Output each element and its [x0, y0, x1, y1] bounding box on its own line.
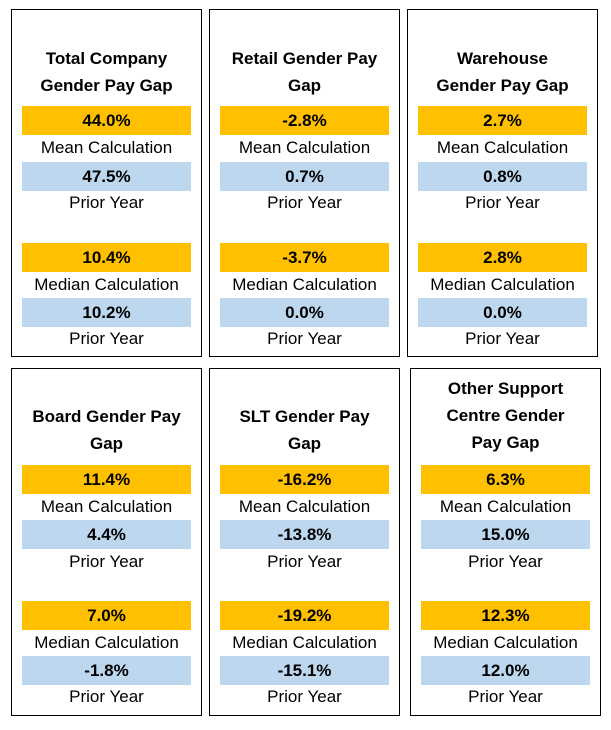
mean-prior-value: 4.4%	[22, 520, 191, 549]
card-retail: Retail Gender Pay Gap -2.8% Mean Calcula…	[209, 9, 400, 357]
mean-label: Mean Calculation	[40, 497, 173, 516]
median-label: Median Calculation	[232, 633, 377, 652]
mean-prior-label: Prior Year	[69, 193, 144, 212]
mean-prior-value: -13.8%	[220, 520, 389, 549]
card-total-company: Total Company Gender Pay Gap 44.0% Mean …	[11, 9, 202, 357]
mean-prior-label: Prior Year	[267, 193, 342, 212]
median-prior-value: 0.0%	[220, 298, 389, 327]
title-line: Gap	[89, 434, 124, 453]
mean-prior-label: Prior Year	[468, 552, 543, 571]
median-label: Median Calculation	[232, 275, 377, 294]
card-title: Retail Gender Pay Gap	[216, 45, 393, 99]
title-line: Gap	[287, 434, 322, 453]
mean-label: Mean Calculation	[439, 497, 572, 516]
card-title: SLT Gender Pay Gap	[216, 403, 393, 457]
median-label: Median Calculation	[430, 275, 575, 294]
median-prior-label: Prior Year	[267, 329, 342, 348]
title-line: Gender Pay Gap	[40, 76, 173, 95]
mean-prior-label: Prior Year	[69, 552, 144, 571]
mean-prior-value: 47.5%	[22, 162, 191, 191]
mean-prior-value: 0.8%	[418, 162, 587, 191]
mean-prior-label: Prior Year	[465, 193, 540, 212]
mean-value: 44.0%	[22, 106, 191, 135]
card-other-support-centre: Other Support Centre Gender Pay Gap 6.3%…	[410, 368, 601, 716]
title-line: Board Gender Pay	[32, 407, 181, 426]
median-value: 10.4%	[22, 243, 191, 272]
median-prior-label: Prior Year	[69, 687, 144, 706]
card-warehouse: Warehouse Gender Pay Gap 2.7% Mean Calcu…	[407, 9, 598, 357]
mean-label: Mean Calculation	[238, 497, 371, 516]
median-prior-value: 0.0%	[418, 298, 587, 327]
median-prior-label: Prior Year	[267, 687, 342, 706]
card-title: Board Gender Pay Gap	[18, 403, 195, 457]
median-prior-value: 12.0%	[421, 656, 590, 685]
title-line: Other Support	[447, 379, 564, 398]
median-label: Median Calculation	[34, 633, 179, 652]
title-line: Gap	[287, 76, 322, 95]
median-prior-label: Prior Year	[468, 687, 543, 706]
mean-label: Mean Calculation	[40, 138, 173, 157]
card-title: Warehouse Gender Pay Gap	[414, 45, 591, 99]
mean-prior-value: 0.7%	[220, 162, 389, 191]
median-value: -19.2%	[220, 601, 389, 630]
median-value: 7.0%	[22, 601, 191, 630]
median-label: Median Calculation	[34, 275, 179, 294]
median-label: Median Calculation	[433, 633, 578, 652]
median-prior-value: -15.1%	[220, 656, 389, 685]
median-prior-value: -1.8%	[22, 656, 191, 685]
card-board: Board Gender Pay Gap 11.4% Mean Calculat…	[11, 368, 202, 716]
median-value: -3.7%	[220, 243, 389, 272]
mean-value: -2.8%	[220, 106, 389, 135]
mean-value: -16.2%	[220, 465, 389, 494]
mean-value: 11.4%	[22, 465, 191, 494]
median-prior-label: Prior Year	[465, 329, 540, 348]
title-line: Centre Gender	[446, 406, 565, 425]
mean-prior-value: 15.0%	[421, 520, 590, 549]
title-line: Retail Gender Pay	[231, 49, 378, 68]
title-line: Pay Gap	[471, 433, 540, 452]
median-prior-label: Prior Year	[69, 329, 144, 348]
median-value: 12.3%	[421, 601, 590, 630]
mean-value: 2.7%	[418, 106, 587, 135]
card-slt: SLT Gender Pay Gap -16.2% Mean Calculati…	[209, 368, 400, 716]
mean-value: 6.3%	[421, 465, 590, 494]
card-title: Total Company Gender Pay Gap	[18, 45, 195, 99]
title-line: SLT Gender Pay	[239, 407, 370, 426]
title-line: Gender Pay Gap	[436, 76, 569, 95]
title-line: Warehouse	[456, 49, 548, 68]
mean-prior-label: Prior Year	[267, 552, 342, 571]
median-value: 2.8%	[418, 243, 587, 272]
card-title: Other Support Centre Gender Pay Gap	[417, 375, 594, 456]
mean-label: Mean Calculation	[436, 138, 569, 157]
mean-label: Mean Calculation	[238, 138, 371, 157]
median-prior-value: 10.2%	[22, 298, 191, 327]
title-line: Total Company	[45, 49, 168, 68]
